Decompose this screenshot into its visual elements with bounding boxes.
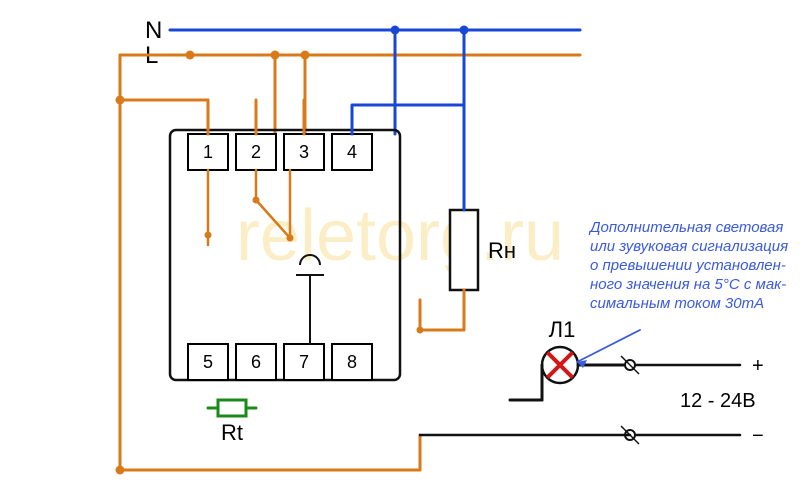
wire (577, 330, 640, 362)
terminal-3-label: 3 (299, 142, 309, 162)
annotation-line: Дополнительная световая (588, 219, 783, 236)
label-Rt: Rt (221, 420, 243, 445)
terminal-8-label: 8 (347, 352, 357, 372)
junction (253, 197, 260, 204)
wire (120, 435, 420, 470)
terminal-4-label: 4 (347, 142, 357, 162)
annotation-line: симальным током 30mA (590, 295, 764, 312)
terminal-6-label: 6 (251, 352, 261, 372)
junction (287, 235, 294, 242)
label-plus: + (752, 355, 764, 377)
junction (301, 51, 310, 60)
terminal-2-label: 2 (251, 142, 261, 162)
junction (116, 466, 125, 475)
junction (460, 26, 469, 35)
terminal-1-label: 1 (203, 142, 213, 162)
annotation-line: или зувуковая сигнализация (590, 238, 788, 255)
label-N: N (145, 17, 162, 44)
terminal-5-label: 5 (203, 352, 213, 372)
load-resistor (450, 210, 478, 290)
junction (271, 51, 280, 60)
junction (186, 51, 195, 60)
terminal-7-label: 7 (299, 352, 309, 372)
rt-sensor (218, 400, 246, 416)
label-dc: 12 - 24В (680, 390, 756, 412)
junction (391, 26, 400, 35)
label-L1: Л1 (549, 317, 576, 342)
label-minus: − (752, 425, 764, 447)
annotation-line: о превышении установлен- (590, 257, 786, 274)
junction (116, 96, 125, 105)
label-Rn: Rн (488, 238, 516, 263)
annotation-line: ного значения на 5°С с мак- (590, 276, 786, 293)
wire (420, 290, 464, 330)
